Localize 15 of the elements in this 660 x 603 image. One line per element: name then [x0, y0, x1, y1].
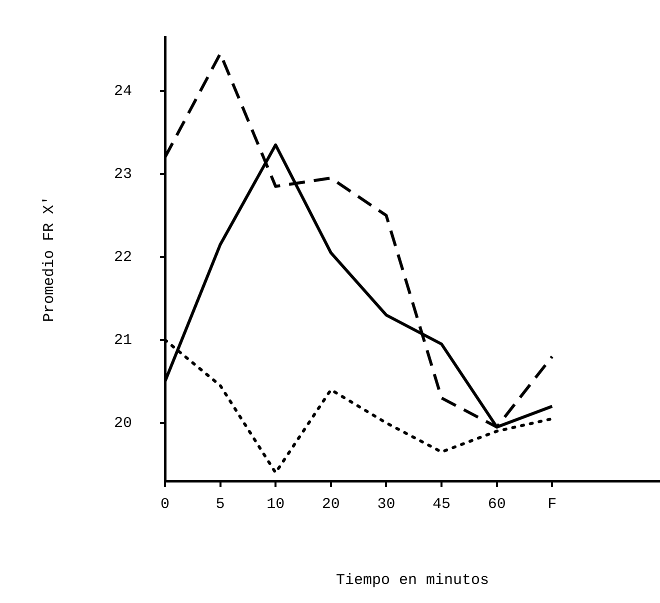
y-tick-label: 20 [114, 414, 132, 432]
y-tick-label: 24 [114, 82, 132, 100]
x-tick-label: 0 [160, 496, 170, 513]
y-tick-label: 23 [114, 166, 132, 183]
x-tick-label: 10 [266, 496, 285, 513]
x-tick-label: 5 [216, 496, 225, 513]
x-tick-label: 20 [322, 496, 340, 513]
x-tick-label: F [548, 496, 557, 513]
x-axis-title: Tiempo en minutos [336, 572, 490, 589]
x-tick-label: 30 [377, 496, 396, 513]
y-tick-label: 22 [114, 248, 132, 266]
x-tick-label: 60 [488, 496, 506, 513]
y-axis-title: Promedio FR X' [40, 196, 58, 322]
x-tick-label: 45 [432, 496, 451, 513]
y-tick-label: 21 [114, 332, 132, 349]
